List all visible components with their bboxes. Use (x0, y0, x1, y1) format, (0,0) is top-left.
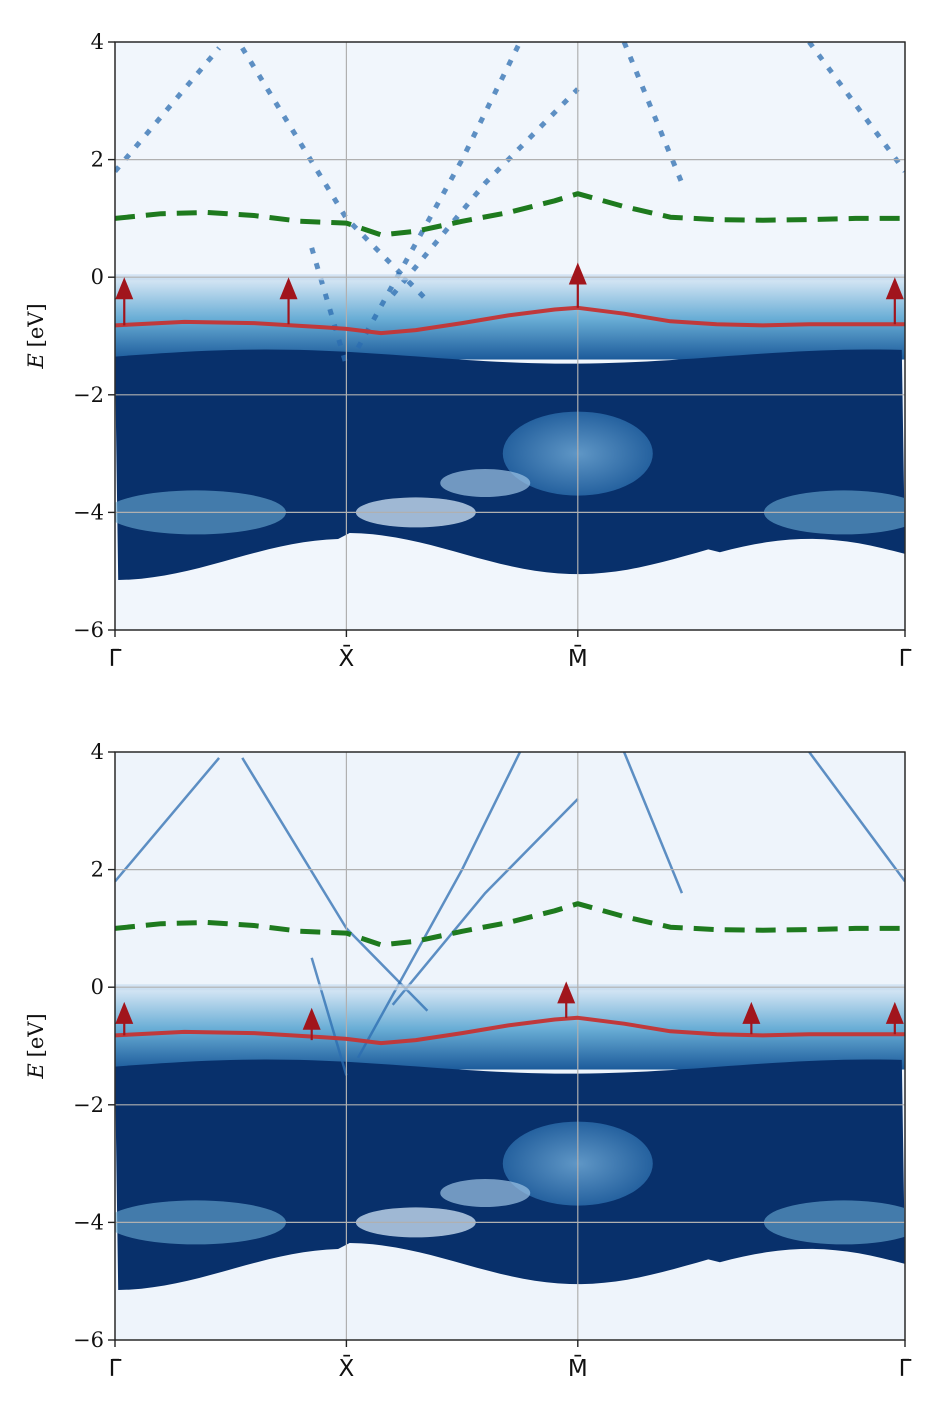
arrow-head (557, 981, 576, 1004)
x-tick-label-0: Γ̄ (109, 1356, 122, 1382)
x-tick-label-2: M̄ (568, 644, 588, 672)
y-tick-label-2: 0 (91, 265, 104, 289)
y-tick-label-0: 4 (91, 30, 104, 54)
y-axis-label-unit: [eV] (24, 1013, 48, 1057)
arrow-head (115, 1001, 134, 1024)
transition-arrow-4 (885, 1001, 904, 1035)
dispersive-band-3 (391, 798, 579, 1006)
axes: 420−2−4−6Γ̄ X̄ M̄ Γ̄E[eV] (24, 30, 912, 672)
bottom-panel: 420−2−4−6Γ̄ X̄ M̄ Γ̄E[eV] (24, 740, 912, 1382)
arrow-head (885, 1001, 904, 1024)
y-tick-label-4: −4 (73, 500, 104, 524)
y-axis-label: E [eV] (24, 303, 48, 369)
dispersive-band-0 (115, 46, 222, 174)
y-tick-label-3: −2 (73, 383, 104, 407)
arrow-head (885, 277, 904, 300)
y-tick-label-5: −6 (73, 1328, 104, 1352)
valence-band-region (115, 277, 905, 360)
y-tick-label-2: 0 (91, 975, 104, 999)
dispersive-band-6 (310, 957, 348, 1076)
y-tick-label-1: 2 (91, 148, 104, 172)
y-tick-label-3: −2 (73, 1093, 104, 1117)
y-axis-label-symbol: E (24, 1063, 48, 1079)
arrow-head (279, 277, 298, 300)
dispersive-band-5 (807, 42, 905, 173)
dispersive-band-0 (115, 757, 221, 883)
y-axis-label: E [eV] (24, 1013, 48, 1079)
solid-series-line (115, 305, 905, 336)
axes: 420−2−4−6Γ̄ X̄ M̄ Γ̄E[eV] (24, 740, 912, 1382)
top-panel: 420−2−4−6Γ̄ X̄ M̄ Γ̄E[eV] (24, 30, 912, 672)
transition-arrow-2 (568, 262, 587, 308)
spectral-blob-x (440, 469, 531, 497)
arrow-head (302, 1007, 321, 1030)
transition-arrow-3 (742, 1001, 761, 1035)
x-tick-label-0: Γ̄ (109, 646, 122, 672)
series-layer (115, 191, 905, 336)
dashed-series-line (115, 191, 905, 238)
spectral-heatmap (115, 752, 905, 1340)
transition-arrow-1 (302, 1007, 321, 1041)
x-tick-label-1: X̄ (339, 1354, 355, 1382)
x-tick-label-2: M̄ (568, 1354, 588, 1382)
spectral-blob-x (440, 1179, 531, 1207)
arrow-head (115, 277, 134, 300)
y-axis-label-unit: [eV] (24, 303, 48, 347)
x-tick-label-3: Γ̄ (899, 646, 912, 672)
x-tick-label-3: Γ̄ (899, 1356, 912, 1382)
y-tick-label-1: 2 (91, 858, 104, 882)
transition-arrow-2 (557, 981, 576, 1018)
transition-arrow-3 (885, 277, 904, 325)
y-axis-label-symbol: E (24, 353, 48, 369)
dispersive-band-6 (309, 247, 349, 367)
spectral-heatmap (115, 42, 905, 630)
arrow-head (568, 262, 587, 285)
valence-band-region (115, 987, 905, 1070)
transition-arrow-0 (115, 277, 134, 326)
x-tick-label-1: X̄ (339, 644, 355, 672)
series-layer (115, 901, 905, 1046)
plot-frame (114, 751, 906, 1341)
transition-arrow-1 (279, 277, 298, 325)
dashed-series-line (115, 901, 905, 948)
arrow-head (742, 1001, 761, 1024)
dispersive-band-5 (808, 752, 905, 883)
y-tick-label-5: −6 (73, 618, 104, 642)
y-tick-label-0: 4 (91, 740, 104, 764)
plot-frame (114, 41, 906, 631)
dispersive-band-3 (390, 87, 580, 297)
y-tick-label-4: −4 (73, 1210, 104, 1234)
transition-arrow-0 (115, 1001, 134, 1036)
